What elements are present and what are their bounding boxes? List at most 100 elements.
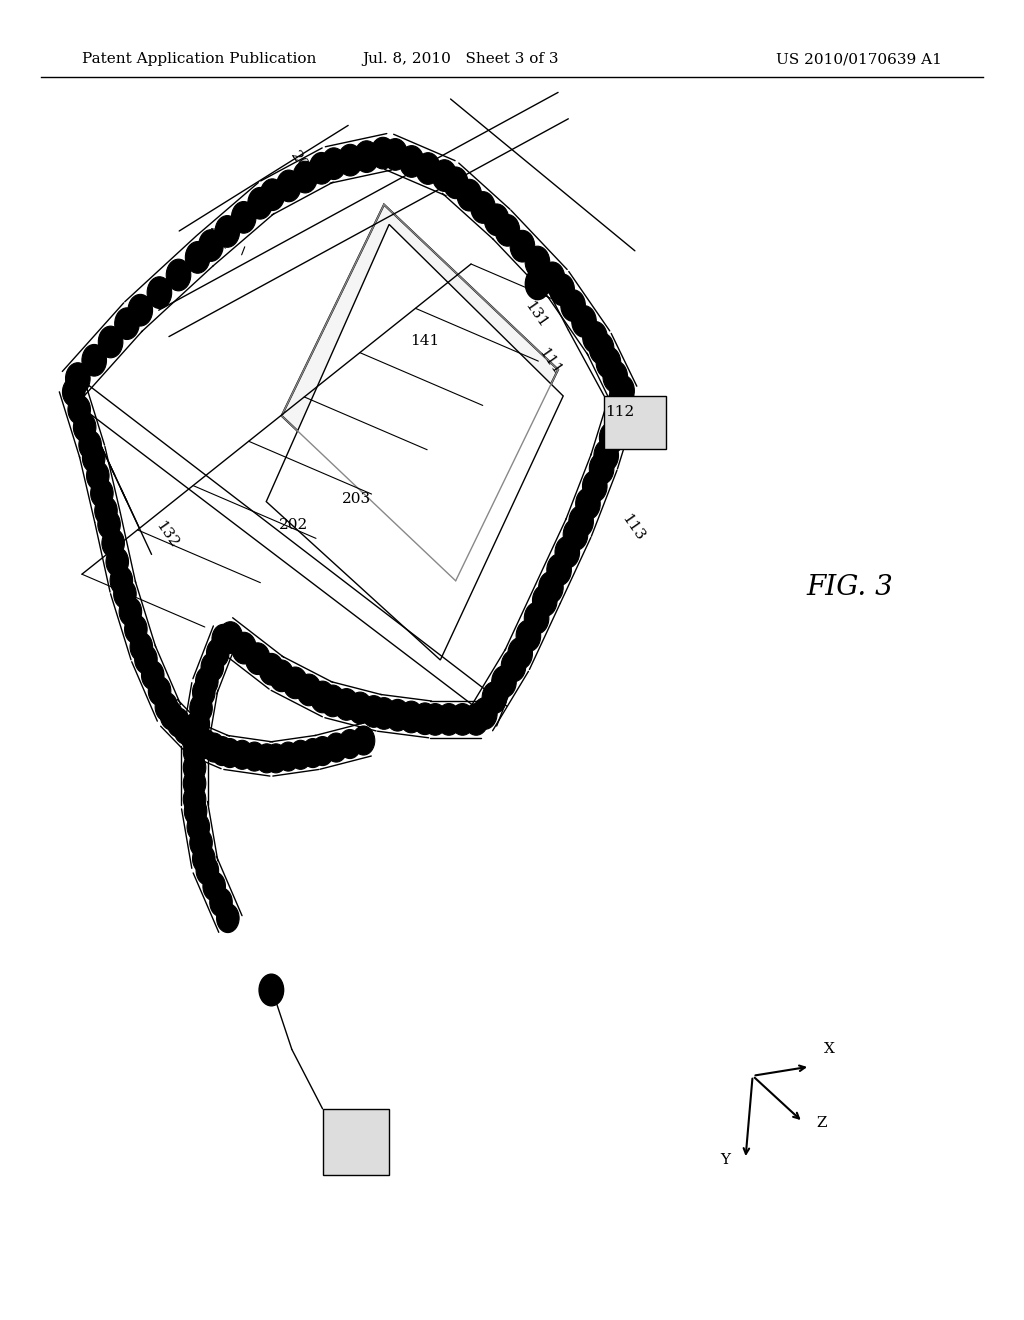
- Circle shape: [264, 744, 287, 774]
- Circle shape: [510, 231, 535, 261]
- Circle shape: [563, 519, 588, 550]
- Circle shape: [423, 704, 447, 735]
- Text: 141: 141: [411, 334, 439, 347]
- Circle shape: [217, 903, 240, 932]
- Circle shape: [451, 704, 475, 735]
- Circle shape: [609, 375, 634, 407]
- Circle shape: [276, 170, 301, 202]
- Circle shape: [583, 470, 607, 502]
- Circle shape: [98, 510, 121, 539]
- Circle shape: [218, 622, 243, 653]
- Text: 131: 131: [521, 298, 550, 330]
- Circle shape: [130, 632, 153, 661]
- Bar: [323, 1109, 389, 1175]
- Circle shape: [259, 653, 284, 685]
- Circle shape: [575, 488, 600, 520]
- Text: Z: Z: [817, 1115, 827, 1130]
- Circle shape: [187, 813, 210, 842]
- Circle shape: [269, 660, 294, 692]
- Circle shape: [309, 153, 334, 183]
- Circle shape: [496, 214, 519, 246]
- Circle shape: [339, 730, 361, 759]
- Circle shape: [82, 444, 104, 473]
- Circle shape: [276, 742, 300, 771]
- Circle shape: [561, 290, 586, 322]
- Circle shape: [596, 347, 621, 379]
- Circle shape: [197, 857, 219, 884]
- Circle shape: [68, 395, 90, 424]
- Circle shape: [583, 322, 607, 354]
- Circle shape: [550, 275, 574, 306]
- Circle shape: [354, 141, 379, 173]
- Circle shape: [219, 739, 242, 768]
- Polygon shape: [282, 205, 558, 581]
- Circle shape: [610, 387, 635, 418]
- Circle shape: [547, 554, 571, 586]
- Circle shape: [174, 715, 197, 744]
- Circle shape: [94, 496, 117, 525]
- Circle shape: [594, 440, 618, 471]
- Circle shape: [128, 294, 153, 326]
- Text: 112: 112: [605, 405, 634, 418]
- Circle shape: [436, 704, 461, 735]
- Circle shape: [125, 615, 147, 644]
- Circle shape: [361, 696, 386, 727]
- Circle shape: [195, 730, 217, 759]
- Circle shape: [259, 974, 284, 1006]
- Circle shape: [82, 345, 106, 376]
- Text: 111: 111: [536, 346, 564, 378]
- Circle shape: [160, 701, 183, 730]
- Circle shape: [114, 579, 136, 609]
- Circle shape: [106, 548, 129, 577]
- Circle shape: [184, 726, 207, 755]
- Text: Jul. 8, 2010   Sheet 3 of 3: Jul. 8, 2010 Sheet 3 of 3: [362, 53, 559, 66]
- Circle shape: [135, 644, 158, 673]
- Circle shape: [184, 796, 207, 826]
- Circle shape: [399, 701, 424, 733]
- Circle shape: [183, 737, 206, 766]
- Circle shape: [605, 404, 630, 436]
- Circle shape: [472, 697, 498, 729]
- Circle shape: [141, 661, 164, 689]
- Circle shape: [189, 694, 212, 723]
- Text: Patent Application Publication: Patent Application Publication: [82, 53, 316, 66]
- Text: 113: 113: [618, 512, 647, 544]
- Circle shape: [199, 230, 223, 261]
- Circle shape: [62, 378, 85, 407]
- Circle shape: [189, 829, 212, 858]
- Circle shape: [186, 726, 209, 755]
- Circle shape: [193, 678, 215, 708]
- Text: FIG. 3: FIG. 3: [807, 574, 893, 601]
- Circle shape: [311, 737, 334, 766]
- Circle shape: [248, 187, 272, 219]
- Circle shape: [256, 744, 279, 774]
- Circle shape: [246, 643, 270, 675]
- Circle shape: [399, 145, 424, 177]
- Circle shape: [599, 422, 624, 454]
- Circle shape: [371, 137, 395, 169]
- Circle shape: [541, 263, 565, 294]
- Circle shape: [283, 667, 307, 698]
- Circle shape: [383, 139, 408, 170]
- Circle shape: [167, 708, 189, 737]
- Circle shape: [119, 597, 141, 626]
- Circle shape: [211, 737, 233, 766]
- Circle shape: [203, 873, 225, 902]
- Circle shape: [525, 246, 550, 277]
- Circle shape: [180, 722, 203, 751]
- Circle shape: [185, 242, 210, 273]
- Circle shape: [98, 326, 123, 358]
- Text: X: X: [823, 1043, 835, 1056]
- Circle shape: [79, 430, 101, 459]
- Text: Y: Y: [720, 1152, 730, 1167]
- Text: 203: 203: [342, 492, 371, 506]
- Circle shape: [210, 887, 232, 916]
- Circle shape: [352, 726, 375, 755]
- Circle shape: [502, 649, 526, 682]
- Circle shape: [413, 702, 437, 734]
- Circle shape: [432, 160, 457, 191]
- Circle shape: [484, 205, 509, 236]
- Circle shape: [492, 665, 516, 697]
- Circle shape: [416, 153, 440, 185]
- Circle shape: [148, 676, 171, 705]
